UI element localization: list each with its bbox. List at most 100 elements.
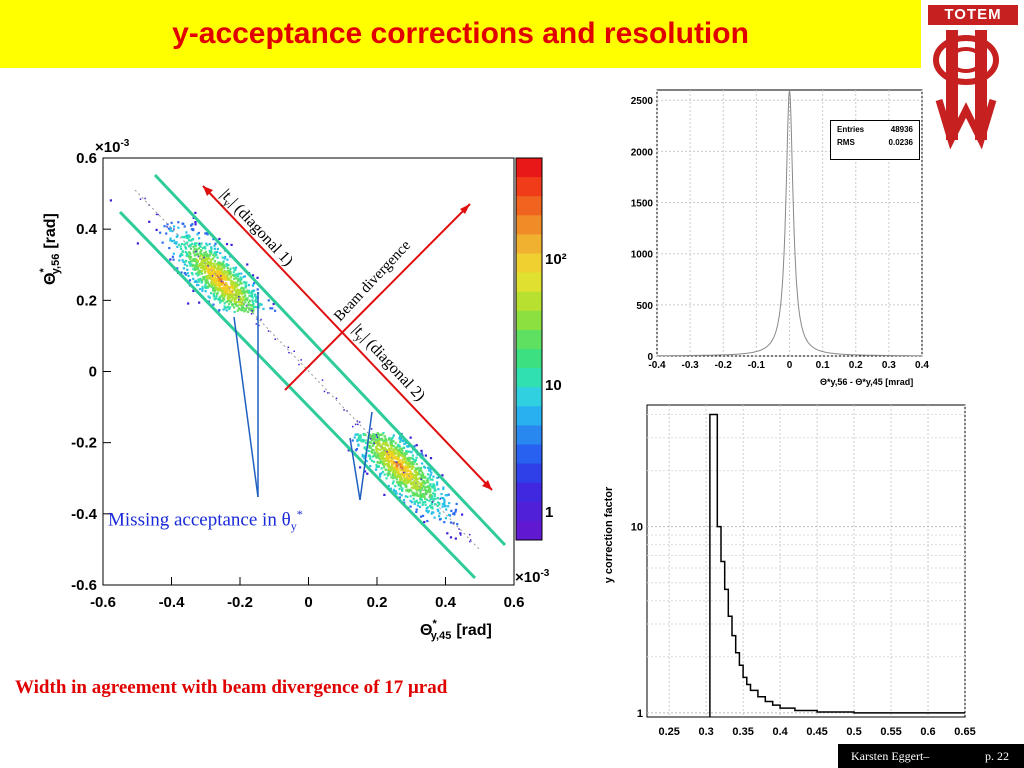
scatter-point bbox=[226, 258, 229, 261]
scatter-point bbox=[469, 539, 472, 541]
hist-x-tick-label: 0 bbox=[787, 360, 793, 371]
scatter-point bbox=[215, 272, 218, 275]
scatter-point bbox=[201, 246, 205, 250]
scatter-point bbox=[203, 245, 206, 249]
scatter-point bbox=[413, 460, 417, 463]
scatter-point bbox=[184, 251, 187, 254]
scatter-point bbox=[356, 439, 359, 442]
scatter-point bbox=[223, 288, 226, 291]
scatter-point bbox=[393, 448, 396, 451]
scatter-point bbox=[231, 283, 234, 286]
scatter-point bbox=[411, 460, 414, 464]
scatter-point bbox=[401, 452, 404, 455]
scatter-point bbox=[385, 462, 388, 466]
scatter-point bbox=[184, 260, 187, 263]
scatter-point bbox=[233, 286, 236, 289]
scatter-point bbox=[217, 281, 221, 284]
scatter-point bbox=[413, 502, 416, 505]
scatter-point bbox=[412, 466, 415, 469]
scatter-point bbox=[188, 279, 192, 282]
scatter-point bbox=[377, 456, 380, 459]
scatter-point bbox=[369, 445, 372, 449]
scatter-point bbox=[443, 499, 446, 503]
scatter-point bbox=[240, 304, 243, 307]
scatter-point bbox=[195, 259, 199, 262]
scatter-point bbox=[176, 245, 179, 248]
scatter-point bbox=[384, 452, 388, 455]
scatter-point bbox=[183, 243, 186, 246]
colorbar-segment bbox=[516, 196, 542, 216]
x-tick-label: -0.6 bbox=[90, 594, 116, 611]
scatter-point bbox=[215, 295, 218, 298]
scatter-point bbox=[252, 282, 256, 285]
scatter-point bbox=[420, 478, 422, 480]
scatter-point bbox=[216, 256, 219, 259]
scatter-point bbox=[187, 237, 190, 240]
scatter-point bbox=[392, 440, 395, 443]
scatter-point bbox=[383, 441, 386, 444]
hist-x-tick-label: -0.3 bbox=[682, 360, 700, 371]
hist-y-tick-label: 1500 bbox=[631, 199, 654, 210]
scatter-point bbox=[458, 528, 460, 530]
colorbar-frame bbox=[515, 157, 543, 541]
scatter-point bbox=[216, 292, 219, 296]
scatter-point bbox=[193, 254, 196, 257]
scatter-point bbox=[248, 307, 251, 310]
scatter-point bbox=[415, 468, 418, 471]
scatter-point bbox=[242, 298, 245, 302]
scatter-point bbox=[379, 475, 382, 478]
scatter-point bbox=[219, 280, 222, 283]
scatter-point bbox=[425, 509, 428, 512]
scatter-point bbox=[381, 451, 384, 454]
scatter-point bbox=[155, 228, 158, 232]
scatter-point bbox=[229, 279, 232, 282]
scatter-point bbox=[272, 302, 275, 306]
scatter-point bbox=[378, 441, 381, 444]
scatter-point bbox=[247, 289, 250, 292]
scatter-point bbox=[382, 446, 385, 449]
scatter-point bbox=[411, 454, 414, 457]
scatter-point bbox=[202, 255, 205, 259]
scatter-point bbox=[240, 272, 243, 275]
scatter-point bbox=[210, 251, 213, 254]
scatter-point bbox=[195, 260, 198, 264]
scatter-point bbox=[240, 298, 243, 301]
scatter-point bbox=[398, 487, 401, 491]
scatter-point bbox=[191, 273, 194, 276]
scatter-point bbox=[381, 433, 384, 436]
scatter-point bbox=[250, 313, 253, 315]
scatter-point bbox=[244, 284, 248, 287]
scatter-point bbox=[411, 491, 414, 494]
colorbar-segment bbox=[516, 520, 542, 541]
scatter-point bbox=[396, 474, 400, 477]
colorbar-segment bbox=[516, 501, 542, 522]
scatter-point bbox=[360, 438, 364, 442]
scatter-point bbox=[203, 275, 206, 278]
scatter-point bbox=[206, 285, 209, 288]
scatter-point bbox=[243, 291, 246, 294]
scatter-point bbox=[226, 305, 230, 308]
scatter-point bbox=[402, 473, 406, 476]
scatter-point bbox=[359, 437, 362, 440]
scatter-point bbox=[246, 297, 249, 300]
scatter-point bbox=[385, 448, 388, 452]
scatter-point bbox=[245, 298, 249, 302]
y-axis-ticks: -0.6 -0.4 -0.2 0 0.2 0.4 0.6 bbox=[71, 150, 111, 594]
scatter-point bbox=[438, 512, 441, 515]
scatter-point bbox=[335, 397, 338, 400]
scatter-point bbox=[231, 304, 234, 307]
scatter-point bbox=[375, 434, 378, 436]
scatter-point bbox=[195, 266, 198, 269]
scatter-point bbox=[391, 472, 395, 475]
scatter-point bbox=[225, 300, 228, 303]
totem-logo bbox=[933, 30, 999, 150]
scatter-point bbox=[415, 492, 419, 495]
scatter-point bbox=[226, 293, 229, 296]
scatter-point bbox=[389, 487, 393, 490]
scatter-point bbox=[436, 496, 440, 500]
scatter-point bbox=[223, 305, 226, 308]
scatter-point bbox=[219, 264, 222, 268]
scatter-point bbox=[225, 270, 228, 274]
scatter-point bbox=[179, 254, 182, 257]
scatter-point bbox=[404, 477, 407, 481]
